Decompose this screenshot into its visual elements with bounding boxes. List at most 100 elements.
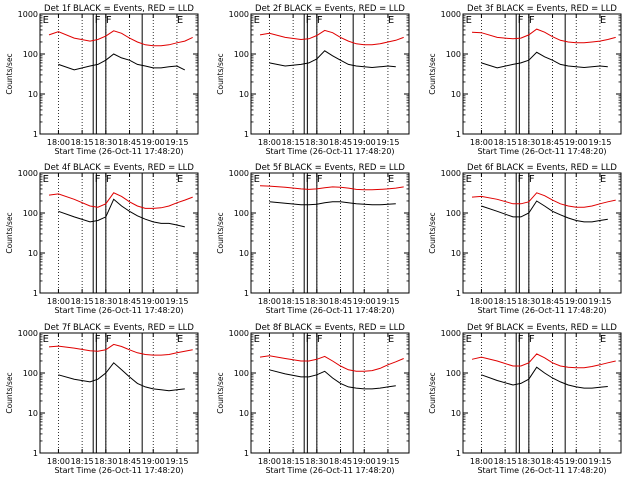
- x-tick-label: 18:15: [71, 138, 94, 147]
- panel-title: Det 1f BLACK = Events, RED = LLD: [44, 4, 194, 14]
- x-tick-label: 18:30: [517, 297, 540, 306]
- y-tick-label: 10: [239, 409, 249, 418]
- x-tick-label: 19:00: [565, 138, 588, 147]
- panel-title: Det 9f BLACK = Events, RED = LLD: [467, 323, 617, 333]
- series-events-line: [269, 201, 396, 206]
- x-tick-label: 18:00: [470, 297, 493, 306]
- y-tick-label: 10: [239, 90, 249, 99]
- interval-marker-label: E: [388, 15, 394, 26]
- x-tick-label: 18:30: [305, 297, 328, 306]
- interval-marker-label: F: [317, 174, 323, 185]
- panel-title: Det 3f BLACK = Events, RED = LLD: [467, 4, 617, 14]
- y-tick-label: 10: [451, 409, 461, 418]
- x-tick-label: 19:00: [142, 457, 165, 466]
- interval-marker-label: F: [529, 334, 535, 345]
- x-tick-label: 18:00: [258, 457, 281, 466]
- series-lld-line: [48, 30, 193, 47]
- series-events-line: [481, 366, 608, 389]
- y-tick-label: 10: [28, 249, 38, 258]
- x-tick-label: 18:15: [282, 457, 305, 466]
- interval-marker-label: E: [43, 15, 49, 26]
- interval-marker-label: E: [388, 174, 394, 185]
- panel-title: Det 6f BLACK = Events, RED = LLD: [467, 163, 617, 173]
- x-axis-label: Start Time (26-Oct-11 17:48:20): [54, 466, 183, 475]
- x-tick-label: 18:45: [541, 457, 564, 466]
- x-tick-label: 19:15: [165, 297, 188, 306]
- y-tick-label: 1: [456, 449, 461, 458]
- y-axis-label: Counts/sec: [216, 212, 225, 253]
- panel-title: Det 8f BLACK = Events, RED = LLD: [255, 323, 405, 333]
- series-events-line: [58, 362, 185, 392]
- x-tick-label: 19:15: [376, 138, 399, 147]
- x-tick-label: 19:15: [165, 138, 188, 147]
- x-tick-label: 18:30: [517, 457, 540, 466]
- interval-marker-label: F: [518, 15, 524, 26]
- x-tick-label: 19:15: [588, 297, 611, 306]
- y-tick-label: 100: [23, 369, 38, 378]
- interval-marker-label: F: [529, 174, 535, 185]
- x-tick-label: 19:00: [142, 138, 165, 147]
- panel-title: Det 7f BLACK = Events, RED = LLD: [44, 323, 194, 333]
- x-tick-label: 18:00: [258, 138, 281, 147]
- interval-marker-label: E: [254, 174, 260, 185]
- y-tick-label: 1: [456, 289, 461, 298]
- x-axis-label: Start Time (26-Oct-11 17:48:20): [54, 306, 183, 315]
- interval-marker-label: E: [43, 174, 49, 185]
- x-tick-label: 18:15: [282, 297, 305, 306]
- interval-marker-label: F: [106, 334, 112, 345]
- y-axis-label: Counts/sec: [428, 372, 437, 413]
- x-axis-label: Start Time (26-Oct-11 17:48:20): [265, 306, 394, 315]
- y-tick-label: 1: [244, 130, 249, 139]
- series-lld-line: [471, 353, 616, 369]
- y-axis-label: Counts/sec: [5, 372, 14, 413]
- y-tick-label: 1000: [441, 169, 461, 178]
- interval-marker-label: E: [600, 15, 606, 26]
- x-tick-label: 18:00: [258, 297, 281, 306]
- y-tick-label: 1000: [18, 169, 38, 178]
- x-tick-label: 18:45: [329, 457, 352, 466]
- interval-marker-label: E: [388, 334, 394, 345]
- x-tick-label: 19:00: [353, 297, 376, 306]
- x-tick-label: 18:00: [470, 457, 493, 466]
- x-axis-label: Start Time (26-Oct-11 17:48:20): [265, 466, 394, 475]
- plot-frame: [39, 172, 199, 294]
- y-tick-label: 100: [234, 50, 249, 59]
- series-events-line: [269, 50, 396, 69]
- y-tick-label: 1: [33, 449, 38, 458]
- series-lld-line: [48, 192, 193, 209]
- x-axis-label: Start Time (26-Oct-11 17:48:20): [477, 466, 606, 475]
- y-tick-label: 100: [446, 369, 461, 378]
- x-tick-label: 18:45: [118, 457, 141, 466]
- x-tick-label: 19:00: [565, 457, 588, 466]
- interval-marker-label: F: [317, 15, 323, 26]
- panel-title: Det 5f BLACK = Events, RED = LLD: [255, 163, 405, 173]
- plot-frame: [39, 13, 199, 135]
- plot-frame: [250, 172, 410, 294]
- x-tick-label: 18:45: [329, 138, 352, 147]
- y-tick-label: 1: [244, 449, 249, 458]
- x-tick-label: 19:00: [353, 457, 376, 466]
- x-tick-label: 18:00: [470, 138, 493, 147]
- series-events-line: [481, 200, 608, 223]
- plot-frame: [462, 332, 622, 454]
- interval-marker-label: E: [600, 334, 606, 345]
- x-tick-label: 18:00: [47, 297, 70, 306]
- interval-marker-label: F: [106, 174, 112, 185]
- panel-title: Det 4f BLACK = Events, RED = LLD: [44, 163, 194, 173]
- y-tick-label: 1000: [18, 10, 38, 19]
- y-tick-label: 10: [451, 249, 461, 258]
- interval-marker-label: F: [518, 174, 524, 185]
- x-tick-label: 19:15: [165, 457, 188, 466]
- y-axis-label: Counts/sec: [216, 53, 225, 94]
- y-tick-label: 100: [234, 369, 249, 378]
- interval-marker-label: E: [600, 174, 606, 185]
- interval-marker-label: F: [518, 334, 524, 345]
- interval-marker-label: F: [95, 334, 101, 345]
- interval-marker-label: F: [529, 15, 535, 26]
- interval-marker-label: F: [306, 174, 312, 185]
